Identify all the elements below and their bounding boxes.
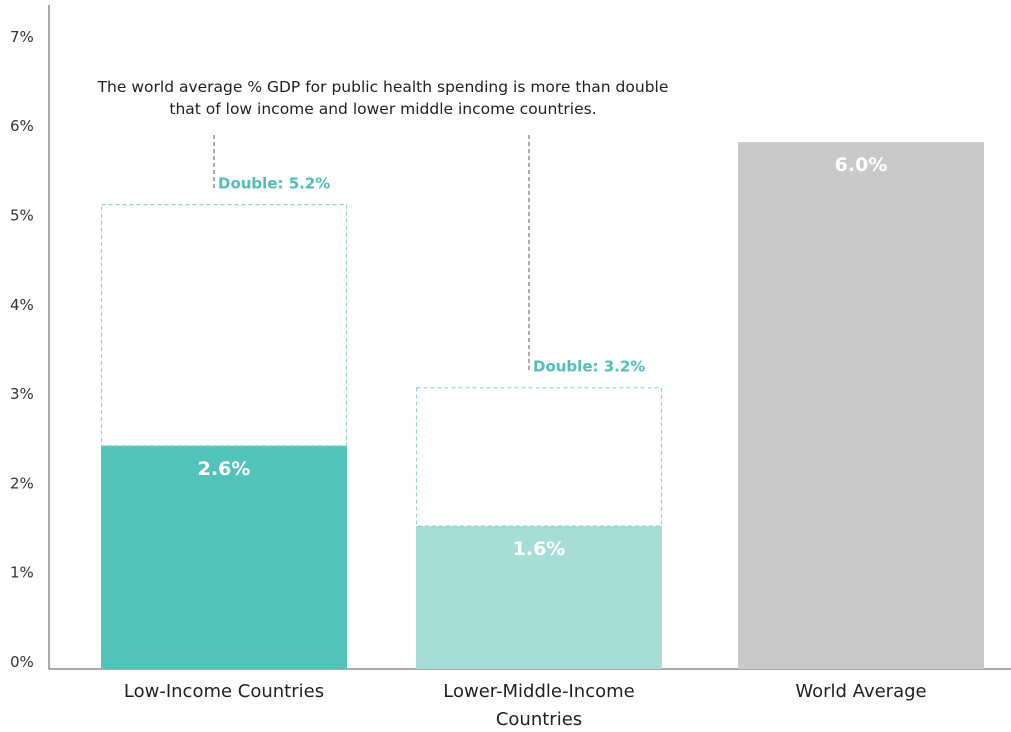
double-outline (100, 204, 348, 447)
x-category-label: Low-Income Countries (124, 681, 324, 702)
y-tick-label: 7% (10, 28, 34, 46)
bar (416, 526, 662, 669)
double-markers: Double: 5.2% Double: 3.2% (100, 135, 663, 527)
bar (738, 142, 984, 669)
double-outline (415, 387, 663, 527)
annotation-line-2: that of low income and lower middle inco… (169, 100, 596, 118)
y-tick-label: 6% (10, 117, 34, 135)
x-category-label: Countries (496, 709, 582, 730)
y-tick-label: 1% (10, 564, 34, 582)
x-category-label: Lower-Middle-Income (443, 681, 634, 702)
annotation-line-1: The world average % GDP for public healt… (97, 78, 669, 96)
y-tick-label: 2% (10, 474, 34, 492)
x-axis-labels: Low-Income Countries Lower-Middle-Income C… (124, 681, 927, 730)
double-label: Double: 5.2% (218, 175, 330, 193)
y-tick-label: 3% (10, 385, 34, 403)
double-label: Double: 3.2% (533, 358, 645, 376)
bar (101, 445, 347, 669)
bar-value-label: 6.0% (835, 154, 888, 176)
y-tick-label: 5% (10, 207, 34, 225)
bar-value-label: 1.6% (513, 538, 566, 560)
y-tick-label: 4% (10, 296, 34, 314)
bars: 2.6% 1.6% 6.0% (101, 142, 984, 669)
bar-value-label: 2.6% (198, 458, 251, 480)
y-tick-label: 0% (10, 653, 34, 671)
x-category-label: World Average (795, 681, 926, 702)
annotation: The world average % GDP for public healt… (97, 78, 669, 118)
